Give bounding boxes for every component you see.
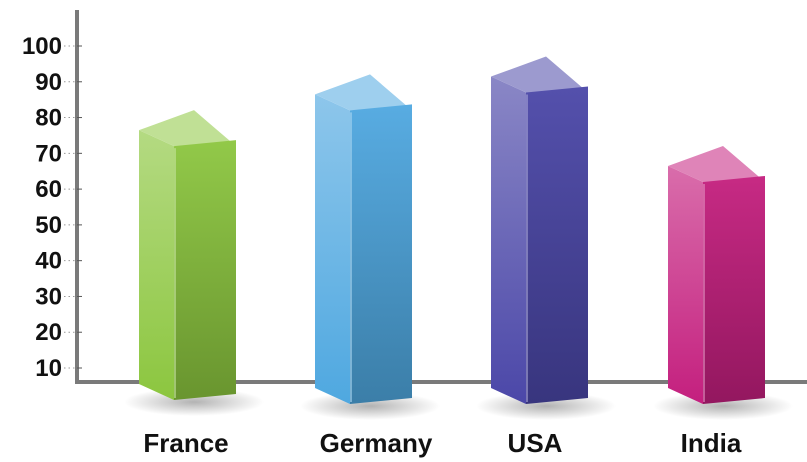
bar-top-face [491,56,588,93]
bar-side-face [139,130,174,400]
bar-top-face [668,145,765,182]
bar-usa [491,56,588,404]
y-tick-label: 50 [35,212,62,239]
y-tick-label: 60 [35,176,62,203]
y-tick-label: 70 [35,140,62,167]
y-tick-label: 100 [22,33,62,60]
bar-top-face [139,110,236,147]
bar-front-face [703,175,765,404]
y-tick-label: 10 [35,355,62,382]
bar-front-face [526,86,588,404]
x-category-label: Germany [320,428,433,458]
y-tick-label: 90 [35,69,62,96]
bar-shadow [476,392,616,420]
bar-front-face [174,140,236,400]
y-tick-label: 80 [35,105,62,132]
bar-shadow [653,392,793,420]
x-category-label: France [143,428,228,458]
x-category-label: USA [508,428,563,458]
bar-side-face [668,165,703,404]
y-tick-label: 30 [35,283,62,310]
bar-shadow [124,388,264,416]
bar-shadow [300,392,440,420]
bar-france [139,110,236,400]
y-tick-label: 40 [35,248,62,275]
bar-side-face [491,76,526,404]
bar-india [668,145,765,404]
bar-side-face [315,94,350,405]
y-tick-label: 20 [35,319,62,346]
bar-front-face [350,104,412,405]
bar-top-face [315,74,412,111]
bar-germany [315,74,412,405]
x-category-label: India [681,428,742,458]
